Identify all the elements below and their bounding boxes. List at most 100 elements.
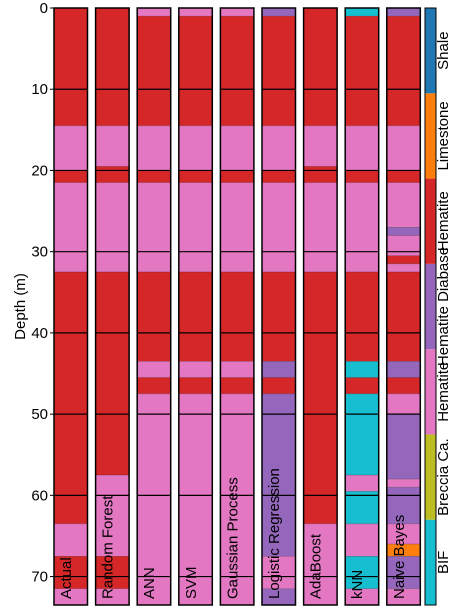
column-frame <box>136 7 172 606</box>
series-label: SVM <box>183 566 200 599</box>
log-segment <box>137 16 171 126</box>
log-segment <box>178 170 213 183</box>
y-tick-label: 20 <box>31 162 48 179</box>
log-segment <box>386 523 421 545</box>
log-segment <box>54 271 88 524</box>
y-tick-label: 30 <box>31 244 48 261</box>
log-segment <box>137 8 171 17</box>
log-segment <box>262 393 296 557</box>
log-segment <box>95 475 130 557</box>
log-segment <box>178 16 213 126</box>
log-segment <box>95 182 130 272</box>
log-segment <box>178 8 213 17</box>
log-segment <box>95 8 130 126</box>
log-segment <box>386 479 421 488</box>
log-segment <box>220 16 254 126</box>
column-frame <box>261 7 297 606</box>
log-segment <box>345 361 379 378</box>
log-segment <box>262 588 296 605</box>
log-segment <box>54 170 88 183</box>
legend-frame <box>424 7 437 606</box>
column-frame <box>178 7 214 606</box>
log-segment <box>262 8 296 17</box>
column-frame <box>219 7 255 606</box>
log-segment <box>386 227 421 236</box>
log-segment <box>262 271 296 362</box>
log-segment <box>95 556 130 589</box>
log-segment <box>386 8 421 17</box>
series-label: Random Forest <box>100 495 117 599</box>
log-segment <box>262 182 296 272</box>
log-segment <box>54 182 88 272</box>
log-segment <box>386 588 421 605</box>
legend-swatch <box>425 263 436 350</box>
log-segment <box>54 125 88 171</box>
log-segment <box>178 393 213 605</box>
log-segment <box>262 556 296 589</box>
legend-label: Hematite <box>435 362 452 422</box>
log-segment <box>262 125 296 171</box>
log-segment <box>386 377 421 394</box>
log-segment <box>220 271 254 362</box>
log-segment <box>345 271 379 362</box>
log-segment <box>345 182 379 272</box>
log-segment <box>386 271 421 362</box>
log-column: Gaussian Process <box>219 7 255 606</box>
log-segment <box>345 491 379 524</box>
log-segment <box>137 271 171 362</box>
series-label: Gaussian Process <box>224 477 241 599</box>
legend-label: Hematite <box>435 191 452 251</box>
log-segment <box>386 235 421 256</box>
log-segment <box>386 556 421 589</box>
legend-label: Breccia Ca. <box>435 438 452 516</box>
legend-swatch <box>425 8 436 94</box>
series-label: AdaBoost <box>308 533 325 599</box>
log-segment <box>220 182 254 272</box>
log-segment <box>386 255 421 264</box>
log-segment <box>303 271 338 524</box>
log-segment <box>220 8 254 17</box>
log-segment <box>262 377 296 394</box>
y-axis-label: Depth (m) <box>12 273 29 340</box>
log-segment <box>262 16 296 126</box>
log-segment <box>345 16 379 126</box>
log-segment <box>95 166 130 183</box>
log-column: Naive Bayes <box>386 7 422 606</box>
log-segment <box>54 588 88 605</box>
log-segment <box>386 182 421 228</box>
log-segment <box>303 166 338 183</box>
log-column: Actual <box>53 7 89 606</box>
log-column: Random Forest <box>94 7 130 606</box>
log-segment <box>345 393 379 476</box>
log-segment <box>386 170 421 183</box>
log-segment <box>137 377 171 394</box>
log-segment <box>386 125 421 171</box>
log-segment <box>386 16 421 126</box>
column-frame <box>302 7 338 606</box>
log-segment <box>137 361 171 378</box>
series-label: Naive Bayes <box>391 515 408 599</box>
series-label: kNN <box>349 570 366 599</box>
legend-label: Limestone <box>435 101 452 170</box>
log-segment <box>95 588 130 605</box>
log-segment <box>54 523 88 557</box>
log-segment <box>345 523 379 557</box>
log-segment <box>345 377 379 394</box>
log-column: ANN <box>136 7 172 606</box>
log-segment <box>303 182 338 272</box>
y-tick-label: 0 <box>40 0 48 17</box>
log-column: AdaBoost <box>302 7 338 606</box>
legend-swatch <box>425 519 436 605</box>
log-segment <box>178 271 213 362</box>
log-segment <box>303 125 338 167</box>
log-segment <box>178 182 213 272</box>
y-tick-label: 60 <box>31 487 48 504</box>
log-segment <box>262 361 296 378</box>
log-segment <box>220 377 254 394</box>
log-segment <box>54 556 88 589</box>
log-segment <box>137 182 171 272</box>
log-segment <box>386 487 421 524</box>
log-segment <box>262 170 296 183</box>
log-segment <box>137 125 171 171</box>
log-segment <box>137 170 171 183</box>
